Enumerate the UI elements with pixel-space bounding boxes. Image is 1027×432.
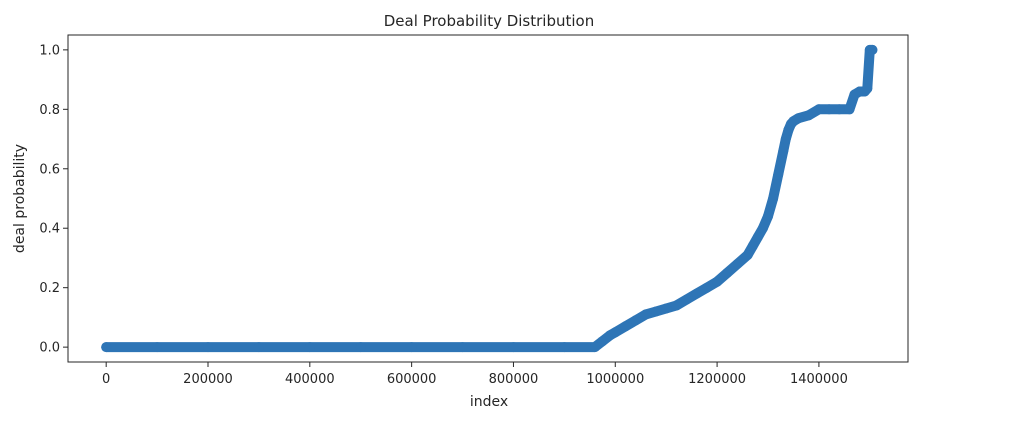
data-point — [203, 342, 213, 353]
data-series-band — [101, 44, 878, 353]
data-point — [862, 83, 873, 94]
x-tick-label: 600000 — [387, 372, 437, 387]
data-point — [253, 342, 264, 353]
data-point — [457, 342, 468, 353]
data-point — [757, 223, 768, 234]
data-point — [101, 342, 112, 353]
data-point — [589, 342, 600, 353]
data-point — [701, 282, 712, 293]
data-point — [406, 342, 417, 353]
y-tick-label: 0.2 — [39, 281, 60, 296]
data-point — [793, 113, 804, 124]
data-point — [681, 294, 692, 305]
data-point — [597, 336, 608, 347]
data-point — [630, 315, 641, 326]
x-tick-label: 200000 — [183, 372, 233, 387]
data-point — [712, 276, 723, 287]
x-tick-label: 1000000 — [586, 372, 644, 387]
data-point — [867, 44, 878, 55]
x-tick-label: 800000 — [489, 372, 539, 387]
x-tick-label: 1200000 — [688, 372, 746, 387]
data-point — [610, 327, 621, 338]
data-point — [640, 309, 651, 320]
data-point — [780, 134, 791, 144]
data-point — [559, 342, 570, 353]
data-point — [763, 211, 773, 222]
x-tick-label: 0 — [102, 372, 110, 387]
data-point — [752, 232, 763, 243]
y-tick-label: 1.0 — [39, 43, 60, 58]
data-point — [742, 250, 753, 260]
data-point — [824, 104, 835, 115]
data-point — [803, 110, 814, 121]
data-point — [773, 169, 784, 180]
y-tick-label: 0.6 — [39, 162, 60, 177]
plot-frame — [67, 34, 909, 363]
data-point — [732, 258, 743, 269]
data-point — [747, 241, 758, 252]
y-axis-label: deal probability — [12, 144, 28, 253]
y-tick-label: 0.0 — [39, 341, 60, 356]
data-point — [651, 306, 661, 317]
data-point — [722, 267, 733, 278]
data-point — [834, 104, 845, 115]
y-tick-label: 0.8 — [39, 103, 60, 118]
data-point — [304, 342, 315, 353]
x-axis: 0 200000 400000 600000 800000 1000000 1200000 1… — [102, 362, 848, 387]
data-point — [355, 342, 366, 353]
data-points — [101, 44, 878, 353]
x-axis-label: index — [470, 394, 508, 410]
y-axis: 0.0 0.2 0.4 0.6 0.8 1.0 — [39, 43, 68, 356]
data-point — [813, 104, 824, 115]
x-tick-label: 1400000 — [790, 372, 848, 387]
data-point — [778, 145, 789, 156]
data-point — [844, 104, 855, 115]
plot-area — [67, 34, 909, 363]
data-point — [671, 300, 682, 311]
data-point — [620, 321, 631, 332]
data-point — [152, 342, 163, 353]
chart-title: Deal Probability Distribution — [384, 12, 594, 30]
data-point — [508, 342, 519, 353]
data-point — [661, 303, 672, 314]
y-tick-label: 0.4 — [39, 222, 60, 237]
x-tick-label: 400000 — [285, 372, 335, 387]
data-point — [768, 193, 779, 204]
data-point — [691, 288, 702, 299]
